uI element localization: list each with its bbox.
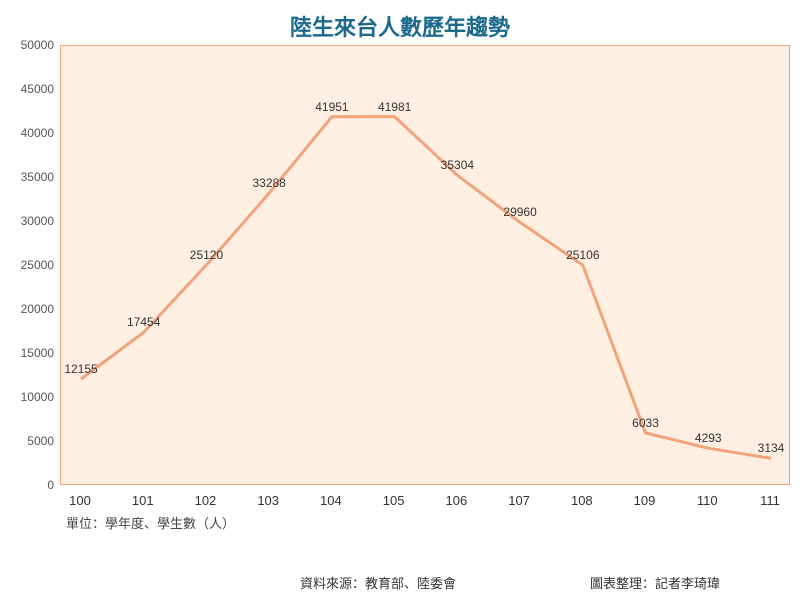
y-tick-label: 35000 [21, 170, 54, 184]
y-tick-label: 5000 [27, 434, 54, 448]
data-point-label: 41951 [315, 100, 348, 114]
y-tick-label: 50000 [21, 38, 54, 52]
plot-area: 12155 17454 25120 33288 41951 41981 35304 29960… [60, 45, 790, 485]
data-point-label: 41981 [378, 100, 411, 114]
line-svg [61, 46, 791, 486]
data-point-label: 17454 [127, 315, 160, 329]
y-tick-label: 0 [47, 478, 54, 492]
x-tick-label: 105 [383, 493, 405, 508]
data-point-label: 35304 [441, 158, 474, 172]
x-tick-label: 101 [132, 493, 154, 508]
x-tick-label: 109 [634, 493, 656, 508]
x-tick-label: 106 [446, 493, 468, 508]
x-tick-label: 111 [760, 493, 780, 508]
x-tick-label: 100 [69, 493, 91, 508]
x-tick-label: 107 [508, 493, 530, 508]
x-tick-label: 110 [697, 493, 718, 508]
y-tick-label: 10000 [21, 390, 54, 404]
y-axis-labels: 0500010000150002000025000300003500040000… [10, 45, 58, 485]
data-point-label: 33288 [252, 176, 285, 190]
series-line [81, 117, 771, 459]
source-label: 資料來源：教育部、陸委會 [300, 573, 456, 592]
credit-label: 圖表整理：記者李琦瑋 [590, 573, 720, 592]
y-tick-label: 20000 [21, 302, 54, 316]
y-tick-label: 25000 [21, 258, 54, 272]
x-tick-label: 102 [195, 493, 217, 508]
x-tick-label: 103 [257, 493, 279, 508]
data-point-label: 29960 [503, 205, 536, 219]
data-point-label: 6033 [632, 416, 659, 430]
data-point-label: 25120 [190, 248, 223, 262]
unit-note: 單位：學年度、學生數（人） [66, 513, 235, 532]
x-tick-label: 108 [571, 493, 593, 508]
x-tick-label: 104 [320, 493, 342, 508]
chart-container: 0 5000 10000 15000 20000 25000 30000 35000 40000… [10, 45, 790, 515]
y-tick-label: 40000 [21, 126, 54, 140]
data-point-label: 4293 [695, 431, 722, 445]
data-point-label: 3134 [758, 441, 785, 455]
y-tick-label: 15000 [21, 346, 54, 360]
data-point-label: 12155 [64, 362, 97, 376]
y-tick-label: 45000 [21, 82, 54, 96]
chart-title: 陸生來台人數歷年趨勢 [0, 0, 800, 42]
data-point-label: 25106 [566, 248, 599, 262]
y-tick-label: 30000 [21, 214, 54, 228]
